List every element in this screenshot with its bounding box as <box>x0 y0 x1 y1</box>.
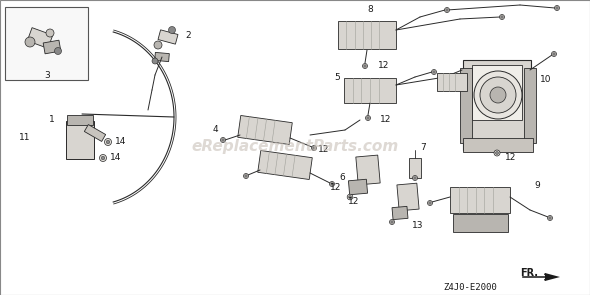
Circle shape <box>329 181 335 186</box>
Polygon shape <box>356 155 380 185</box>
Polygon shape <box>463 60 531 150</box>
Polygon shape <box>43 40 61 54</box>
Text: 9: 9 <box>534 181 540 189</box>
Circle shape <box>313 147 315 149</box>
Circle shape <box>331 183 333 185</box>
Circle shape <box>101 156 105 160</box>
Circle shape <box>414 177 417 179</box>
Polygon shape <box>5 7 88 80</box>
Polygon shape <box>258 150 312 180</box>
Circle shape <box>446 9 448 11</box>
Circle shape <box>106 140 110 144</box>
Polygon shape <box>155 53 169 62</box>
Text: 3: 3 <box>44 71 50 79</box>
Text: eReplacementParts.com: eReplacementParts.com <box>191 140 399 155</box>
Circle shape <box>347 194 353 200</box>
Circle shape <box>244 173 248 178</box>
Text: 14: 14 <box>115 137 126 147</box>
Text: 1: 1 <box>49 116 55 124</box>
Circle shape <box>553 53 555 55</box>
Polygon shape <box>524 68 536 142</box>
Polygon shape <box>67 115 93 125</box>
Text: 6: 6 <box>339 173 345 181</box>
Polygon shape <box>349 179 368 195</box>
Text: 8: 8 <box>367 6 373 14</box>
Text: 14: 14 <box>110 153 122 163</box>
Circle shape <box>312 145 316 150</box>
Circle shape <box>555 6 559 11</box>
Circle shape <box>474 71 522 119</box>
Bar <box>472 65 522 120</box>
Polygon shape <box>238 115 292 145</box>
Circle shape <box>501 16 503 18</box>
Text: 12: 12 <box>378 60 389 70</box>
Circle shape <box>245 175 247 177</box>
Text: Z4J0-E2000: Z4J0-E2000 <box>443 283 497 291</box>
Circle shape <box>556 7 558 9</box>
Text: 7: 7 <box>420 142 426 152</box>
Polygon shape <box>437 73 467 91</box>
Polygon shape <box>66 121 94 159</box>
Text: 12: 12 <box>330 183 342 191</box>
Circle shape <box>549 217 551 219</box>
Text: 2: 2 <box>185 30 191 40</box>
Circle shape <box>154 41 162 49</box>
Polygon shape <box>338 21 396 49</box>
Circle shape <box>54 47 61 55</box>
Circle shape <box>362 63 368 68</box>
Polygon shape <box>460 68 472 142</box>
Polygon shape <box>450 187 510 213</box>
Circle shape <box>391 221 394 223</box>
Circle shape <box>100 155 107 161</box>
Text: 12: 12 <box>348 196 359 206</box>
Circle shape <box>365 116 371 120</box>
Polygon shape <box>409 158 421 178</box>
Polygon shape <box>344 78 396 102</box>
Text: 12: 12 <box>505 153 516 161</box>
Circle shape <box>431 70 437 75</box>
Circle shape <box>169 27 175 34</box>
Circle shape <box>494 150 500 156</box>
Circle shape <box>367 117 369 119</box>
Circle shape <box>25 37 35 47</box>
Polygon shape <box>27 28 53 48</box>
Text: 13: 13 <box>412 220 424 230</box>
Circle shape <box>428 201 432 206</box>
Circle shape <box>480 77 516 113</box>
Circle shape <box>500 14 504 19</box>
Polygon shape <box>158 30 178 44</box>
Circle shape <box>429 202 431 204</box>
Circle shape <box>349 196 352 199</box>
Polygon shape <box>463 138 533 152</box>
Circle shape <box>221 137 225 142</box>
Circle shape <box>496 152 499 155</box>
Polygon shape <box>453 214 507 232</box>
Circle shape <box>490 87 506 103</box>
Text: 10: 10 <box>540 76 552 84</box>
Polygon shape <box>392 206 408 220</box>
Text: 12: 12 <box>380 116 391 124</box>
Circle shape <box>548 216 552 220</box>
Circle shape <box>46 29 54 37</box>
Circle shape <box>222 139 224 141</box>
Text: FR.: FR. <box>520 268 538 278</box>
Text: 5: 5 <box>335 73 340 81</box>
Text: 12: 12 <box>318 145 329 155</box>
Polygon shape <box>397 183 419 211</box>
Circle shape <box>432 71 435 73</box>
Polygon shape <box>545 273 560 281</box>
Circle shape <box>412 176 418 181</box>
Circle shape <box>104 138 112 145</box>
Circle shape <box>444 7 450 12</box>
Circle shape <box>552 52 556 57</box>
Text: 11: 11 <box>18 132 30 142</box>
Circle shape <box>152 58 158 64</box>
Text: 4: 4 <box>212 125 218 135</box>
Circle shape <box>389 219 395 224</box>
Polygon shape <box>84 124 106 142</box>
Circle shape <box>364 65 366 67</box>
